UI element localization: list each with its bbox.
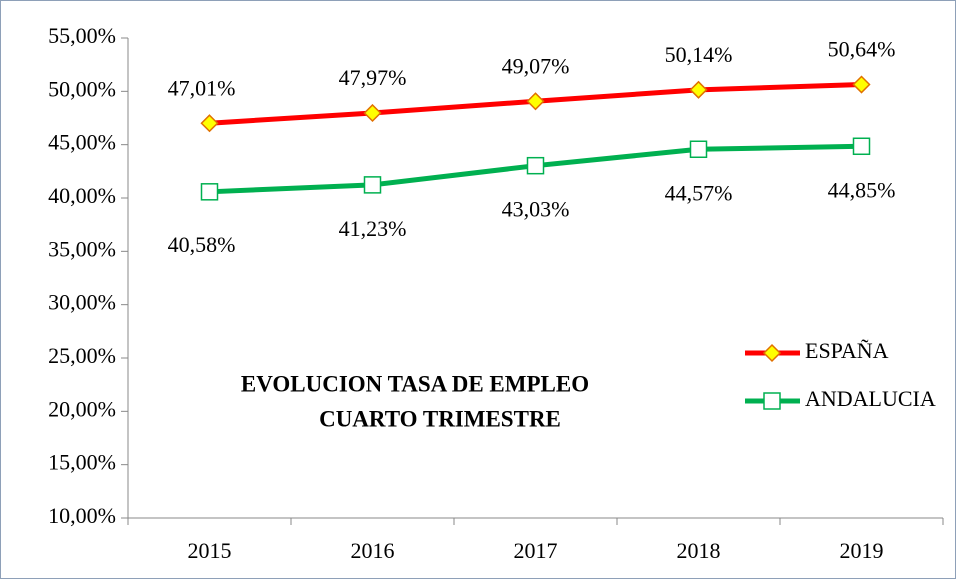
data-label: 44,57% [665, 180, 733, 205]
marker [852, 75, 871, 94]
marker [762, 343, 782, 363]
data-label: 47,97% [339, 65, 407, 90]
y-tick-label: 35,00% [48, 236, 116, 261]
y-tick-label: 20,00% [48, 396, 116, 421]
data-label: 50,64% [828, 37, 896, 62]
y-tick-label: 15,00% [48, 450, 116, 475]
marker [689, 140, 708, 159]
data-label: 41,23% [339, 216, 407, 241]
marker [363, 103, 382, 123]
x-tick-label: 2019 [840, 538, 884, 563]
chart-title: EVOLUCION TASA DE EMPLEO [241, 371, 589, 396]
y-tick-label: 40,00% [48, 183, 116, 208]
chart-title: CUARTO TRIMESTRE [319, 406, 561, 431]
legend-label: ANDALUCIA [805, 386, 936, 411]
marker [852, 137, 871, 156]
data-label: 43,03% [502, 197, 570, 222]
marker [526, 156, 545, 175]
x-tick-label: 2018 [677, 538, 721, 563]
marker [200, 114, 219, 133]
x-tick-label: 2016 [351, 538, 395, 563]
y-tick-label: 55,00% [48, 23, 116, 48]
x-tick-label: 2015 [188, 538, 232, 563]
legend-label: ESPAÑA [805, 338, 889, 363]
y-tick-label: 50,00% [48, 76, 116, 101]
marker [526, 92, 545, 111]
y-tick-label: 25,00% [48, 343, 116, 368]
data-label: 50,14% [665, 42, 733, 67]
y-tick-label: 30,00% [48, 290, 116, 315]
x-tick-label: 2017 [514, 538, 558, 563]
marker [200, 183, 219, 201]
data-label: 47,01% [168, 75, 236, 100]
marker [763, 392, 781, 410]
marker [363, 176, 382, 194]
y-tick-label: 10,00% [48, 503, 116, 528]
data-label: 40,58% [168, 232, 236, 257]
data-label: 49,07% [502, 53, 570, 78]
data-label: 44,85% [828, 177, 896, 202]
y-tick-label: 45,00% [48, 130, 116, 155]
marker [689, 80, 708, 99]
